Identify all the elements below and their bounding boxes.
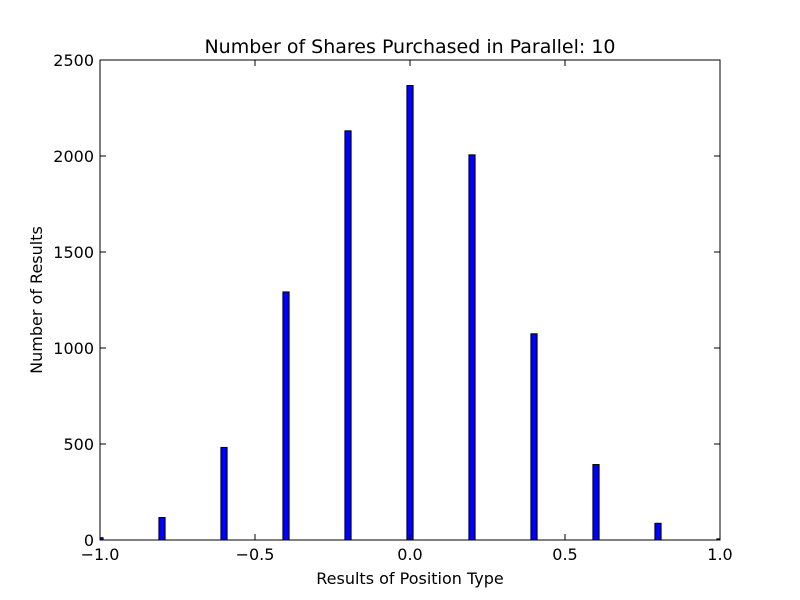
y-tick-label: 2000 [53, 147, 94, 166]
bar [468, 154, 476, 541]
x-tick-label: 0.0 [397, 545, 422, 564]
y-tick-label: 0 [84, 531, 94, 550]
x-axis-label: Results of Position Type [316, 569, 504, 588]
y-axis-label: Number of Results [27, 226, 46, 374]
bar [282, 291, 290, 541]
y-tick-label: 500 [63, 435, 94, 454]
bar [344, 130, 352, 541]
bar [406, 85, 414, 541]
x-tick-label: −0.5 [236, 545, 275, 564]
y-tick-label: 1000 [53, 339, 94, 358]
ticks-layer: −1.0 −0.5 0.0 0.5 1.0 0 500 1000 1500 2000 2500 [53, 51, 732, 564]
bar [654, 522, 662, 541]
y-tick-label: 2500 [53, 51, 94, 70]
bars-layer [99, 85, 721, 541]
bar [220, 446, 228, 541]
bar [158, 517, 166, 541]
plot-frame [99, 59, 721, 541]
y-tick-label: 1500 [53, 243, 94, 262]
chart-title: Number of Shares Purchased in Parallel: … [204, 36, 615, 58]
x-tick-label: 1.0 [707, 545, 732, 564]
bar [592, 464, 600, 541]
x-tick-label: −1.0 [81, 545, 120, 564]
x-tick-label: 0.5 [552, 545, 577, 564]
bar [530, 333, 538, 541]
